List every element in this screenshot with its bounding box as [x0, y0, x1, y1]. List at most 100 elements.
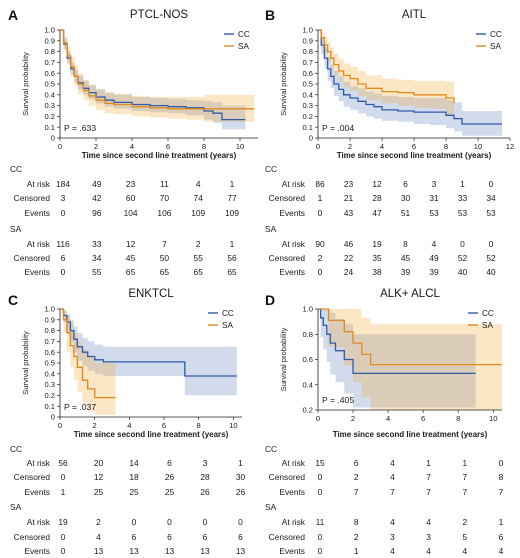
- risk-cell: 28: [372, 193, 382, 203]
- risk-group-name: SA: [265, 502, 277, 512]
- x-axis-label: Time since second line treatment (years): [337, 151, 492, 160]
- risk-cell: 45: [126, 253, 136, 263]
- risk-cell: 25: [165, 487, 175, 497]
- y-tick-label: 0.4: [44, 90, 55, 99]
- y-tick-label: 0.7: [44, 337, 55, 346]
- y-axis-label: Survival probability: [279, 52, 288, 116]
- panel-title: ENKTCL: [128, 288, 174, 300]
- risk-cell: 6: [167, 532, 172, 542]
- risk-cell: 50: [160, 253, 170, 263]
- risk-cell: 1: [354, 546, 359, 556]
- risk-cell: 14: [129, 458, 139, 468]
- risk-cell: 1: [426, 458, 431, 468]
- legend-label-sa: SA: [490, 42, 501, 51]
- risk-cell: 0: [318, 208, 323, 218]
- risk-row-label: Events: [24, 487, 50, 497]
- y-tick-label: 0.6: [302, 355, 313, 364]
- risk-cell: 11: [160, 179, 169, 189]
- risk-cell: 6: [403, 179, 408, 189]
- x-tick-label: 4: [130, 142, 134, 151]
- risk-row-label: At risk: [27, 458, 51, 468]
- risk-cell: 0: [318, 472, 323, 482]
- risk-row-label: Censored: [14, 193, 51, 203]
- risk-cell: 1: [230, 179, 235, 189]
- y-tick-label: 0.3: [44, 101, 55, 110]
- risk-cell: 0: [318, 532, 323, 542]
- risk-cell: 39: [401, 267, 411, 277]
- risk-cell: 39: [429, 267, 439, 277]
- risk-cell: 104: [124, 208, 138, 218]
- risk-cell: 0: [61, 546, 66, 556]
- risk-cell: 0: [489, 239, 494, 249]
- risk-cell: 15: [315, 458, 325, 468]
- x-tick-label: 6: [162, 421, 166, 430]
- risk-cell: 116: [56, 239, 70, 249]
- ci-band-cc: [60, 30, 246, 130]
- y-tick-label: 0.4: [44, 369, 55, 378]
- risk-cell: 3: [61, 193, 66, 203]
- risk-row-label: Censored: [269, 532, 306, 542]
- x-tick-label: 8: [456, 414, 460, 423]
- risk-cell: 6: [132, 532, 137, 542]
- risk-cell: 53: [429, 208, 439, 218]
- ci-band-sa: [318, 309, 502, 410]
- risk-cell: 24: [344, 267, 354, 277]
- y-tick-label: 0.7: [44, 58, 55, 67]
- risk-cell: 4: [390, 472, 395, 482]
- panel-title: ALK+ ALCL: [380, 288, 440, 300]
- risk-cell: 109: [191, 208, 205, 218]
- risk-cell: 49: [92, 179, 102, 189]
- risk-row-label: Censored: [269, 193, 306, 203]
- x-tick-label: 4: [386, 414, 390, 423]
- risk-cell: 55: [92, 267, 102, 277]
- legend-label-sa: SA: [482, 321, 493, 330]
- risk-cell: 0: [318, 267, 323, 277]
- risk-cell: 4: [196, 179, 201, 189]
- risk-cell: 4: [499, 546, 504, 556]
- y-tick-label: 0.9: [44, 315, 55, 324]
- risk-cell: 25: [94, 487, 104, 497]
- risk-cell: 184: [56, 179, 70, 189]
- risk-cell: 90: [315, 239, 325, 249]
- risk-cell: 0: [318, 487, 323, 497]
- risk-cell: 1: [61, 487, 66, 497]
- panel-title: AITL: [402, 9, 427, 21]
- survival-curve-cc: [318, 29, 502, 125]
- risk-cell: 49: [429, 253, 439, 263]
- risk-cell: 0: [460, 239, 465, 249]
- risk-cell: 86: [315, 179, 325, 189]
- risk-cell: 40: [486, 267, 496, 277]
- risk-row-label: Censored: [14, 472, 51, 482]
- risk-cell: 0: [238, 517, 243, 527]
- risk-cell: 51: [401, 208, 411, 218]
- y-tick-label: 0.1: [302, 123, 313, 132]
- risk-cell: 6: [499, 532, 504, 542]
- risk-cell: 6: [61, 253, 66, 263]
- x-tick-label: 8: [197, 421, 201, 430]
- risk-row-label: Censored: [14, 532, 51, 542]
- survival-curve-sa: [318, 308, 502, 366]
- risk-row-label: Events: [279, 487, 305, 497]
- risk-cell: 25: [129, 487, 139, 497]
- ci-band-cc: [60, 309, 237, 396]
- risk-cell: 7: [462, 487, 467, 497]
- risk-cell: 0: [61, 267, 66, 277]
- risk-cell: 2: [354, 532, 359, 542]
- risk-cell: 60: [126, 193, 136, 203]
- panel-letter: B: [265, 7, 275, 23]
- survival-curve-sa: [318, 29, 455, 104]
- y-tick-label: 0.4: [302, 90, 313, 99]
- risk-cell: 30: [401, 193, 411, 203]
- y-tick-label: 1.0: [302, 305, 313, 314]
- x-tick-label: 10: [489, 414, 497, 423]
- x-axis-label: Time since second line treatment (years): [82, 151, 237, 160]
- risk-cell: 65: [126, 267, 136, 277]
- x-tick-label: 2: [348, 142, 352, 151]
- legend-label-cc: CC: [482, 309, 494, 318]
- x-tick-label: 4: [380, 142, 384, 151]
- risk-cell: 1: [499, 517, 504, 527]
- y-tick-label: 1.0: [44, 26, 55, 35]
- risk-cell: 4: [96, 532, 101, 542]
- survival-curve-cc: [60, 308, 237, 377]
- x-tick-label: 0: [316, 414, 320, 423]
